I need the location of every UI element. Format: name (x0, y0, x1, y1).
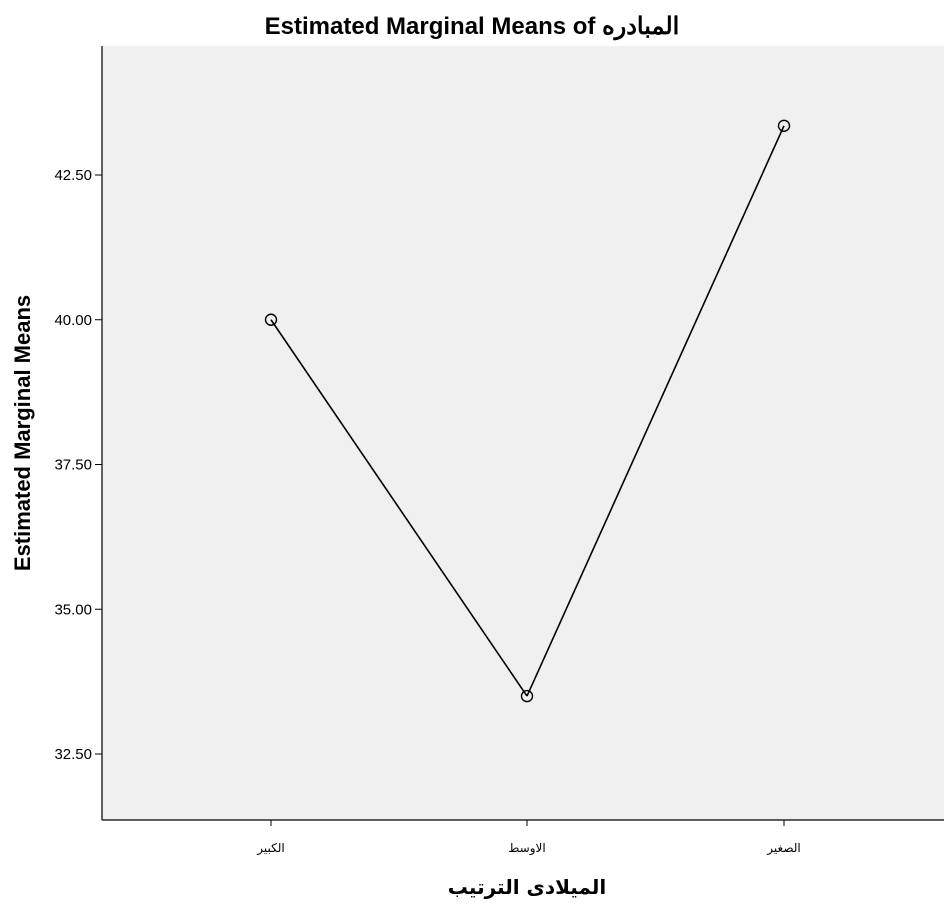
y-tick-label: 35.00 (54, 601, 92, 618)
series-line-segment (526, 125, 785, 697)
plot-area (102, 46, 944, 820)
y-tick-label: 37.50 (54, 457, 92, 474)
data-point (520, 689, 534, 703)
data-point (777, 119, 791, 132)
x-axis-label: الميلادى الترتيب (448, 875, 607, 899)
x-tick-label: الكبير (256, 841, 284, 856)
y-tick-label: 40.00 (54, 312, 92, 329)
x-ticks: الكبير الاوسط الصغير (256, 820, 801, 856)
y-ticks: 32.50 35.00 37.50 40.00 42.50 (54, 167, 102, 763)
series-line-segment (270, 319, 528, 697)
x-tick-label: الصغير (766, 841, 800, 856)
y-tick-label: 42.50 (54, 167, 92, 184)
y-axis-label: Estimated Marginal Means (10, 295, 35, 571)
y-tick-label: 32.50 (54, 746, 92, 763)
data-point (264, 313, 278, 326)
x-tick-label: الاوسط (508, 841, 545, 856)
chart-title: Estimated Marginal Means of المبادره (265, 13, 680, 41)
series (264, 119, 791, 703)
